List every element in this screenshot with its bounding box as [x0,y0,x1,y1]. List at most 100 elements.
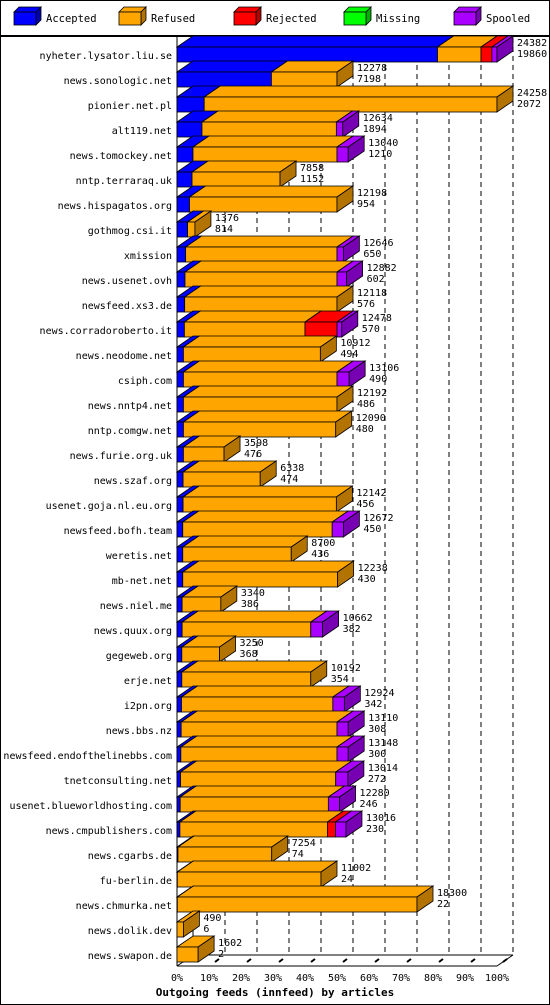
bar-refused [183,397,337,412]
bar-accepted [177,72,271,87]
offered-value-label: 24382 [517,38,547,49]
bar-refused [184,322,305,337]
bar-accepted [177,47,437,62]
bar-refused-top [177,886,433,897]
bar-refused [183,497,336,512]
bar-accepted [177,472,183,487]
category-label: gothmog.csi.it [88,226,172,237]
accepted-value-label: 570 [362,324,380,335]
offered-value-label: 7858 [300,163,324,174]
bar-accepted [177,697,181,712]
offered-value-label: 3598 [244,438,268,449]
accepted-value-label: 490 [369,374,387,385]
offered-value-label: 12142 [356,488,386,499]
category-label: newsfeed.xs3.de [82,301,172,312]
bar-spooled [336,122,342,137]
bar-refused-top [192,161,296,172]
category-label: tnetconsulting.net [64,776,172,787]
legend-swatch [344,12,366,25]
offered-value-label: 10912 [340,338,370,349]
bar-refused [177,922,183,937]
bar-accepted-top [177,36,453,47]
accepted-value-label: 74 [292,849,304,860]
offered-value-label: 24258 [517,88,547,99]
bar-accepted [177,747,181,762]
bar-row-news-chmurka-net [177,886,433,912]
bar-row-csiph-com [177,361,365,387]
category-label: gegeweb.org [106,651,172,662]
x-tick-label: 20% [232,973,250,984]
bar-row-alt119-net [177,111,359,137]
category-label: nyheter.lysator.liu.se [40,51,172,62]
accepted-value-label: 6 [203,924,209,935]
bar-row-fu-berlin-de [177,861,337,887]
bar-refused-top [180,786,344,797]
bar-spooled [311,622,323,637]
bar-rejected [305,322,337,337]
bar-row-mb-net-net [177,561,354,587]
bar-accepted [177,297,185,312]
bar-refused [183,572,338,587]
category-label: news.usenet.ovh [82,276,172,287]
x-tick-label: 40% [296,973,314,984]
accepted-value-label: 450 [363,524,381,535]
legend-label: Accepted [46,13,97,25]
bar-refused [189,197,337,212]
bar-refused [183,447,224,462]
bar-refused-top [181,711,353,722]
accepted-value-label: 1152 [300,174,324,185]
bar-refused [182,622,311,637]
x-axis-title: Outgoing feeds (innfeed) by articles [156,986,394,999]
category-label: news.nntp4.net [88,401,172,412]
category-label: xmission [124,251,172,262]
offered-value-label: 12238 [358,563,388,574]
bar-accepted [177,122,202,137]
bar-accepted [177,147,193,162]
accepted-value-label: 494 [340,349,358,360]
legend-label: Refused [151,13,195,25]
bar-row-usenet-blueworldhosting-com [177,786,356,812]
offered-value-label: 7254 [292,838,316,849]
x-tick-label: 80% [424,973,442,984]
accepted-value-label: 486 [357,399,375,410]
category-label: news.corradoroberto.it [40,326,172,337]
accepted-value-label: 342 [364,699,382,710]
bar-row-xmission [177,236,359,262]
bar-refused-top [183,336,336,347]
bar-accepted [177,372,183,387]
bar-row-news-szaf-org [177,461,276,487]
bar-accepted [177,422,183,437]
bar-spooled [337,722,348,737]
category-label: news.furie.org.uk [70,451,172,462]
x-tick-label: 60% [360,973,378,984]
offered-value-label: 12882 [367,263,397,274]
bar-refused-top [193,136,353,147]
bar-refused [183,372,337,387]
bar-accepted [177,397,183,412]
bar-row-newsfeed-endofthelinebbs-com [177,736,364,762]
bar-row-news-nntp4-net [177,386,353,412]
x-tick-label: 30% [264,973,282,984]
bar-row-erje-net [177,661,327,687]
category-label: news.hispagatos.org [58,201,172,212]
offered-value-label: 11002 [341,863,371,874]
x-tick-label: 50% [328,973,346,984]
bar-refused-top [182,661,327,672]
bar-accepted [177,272,185,287]
category-label: fu-berlin.de [100,876,172,887]
bar-accepted [177,197,189,212]
offered-value-label: 12924 [364,688,394,699]
accepted-value-label: 354 [331,674,349,685]
bar-spooled [337,147,348,162]
bar-refused [181,697,332,712]
category-label: news.bbs.nz [106,726,172,737]
accepted-value-label: 246 [360,799,378,810]
bar-refused [183,347,320,362]
accepted-value-label: 382 [343,624,361,635]
bar-accepted [177,322,184,337]
bar-refused-top [183,511,348,522]
bar-refused-top [185,261,353,272]
offered-value-label: 12672 [363,513,393,524]
bar-refused [188,222,195,237]
